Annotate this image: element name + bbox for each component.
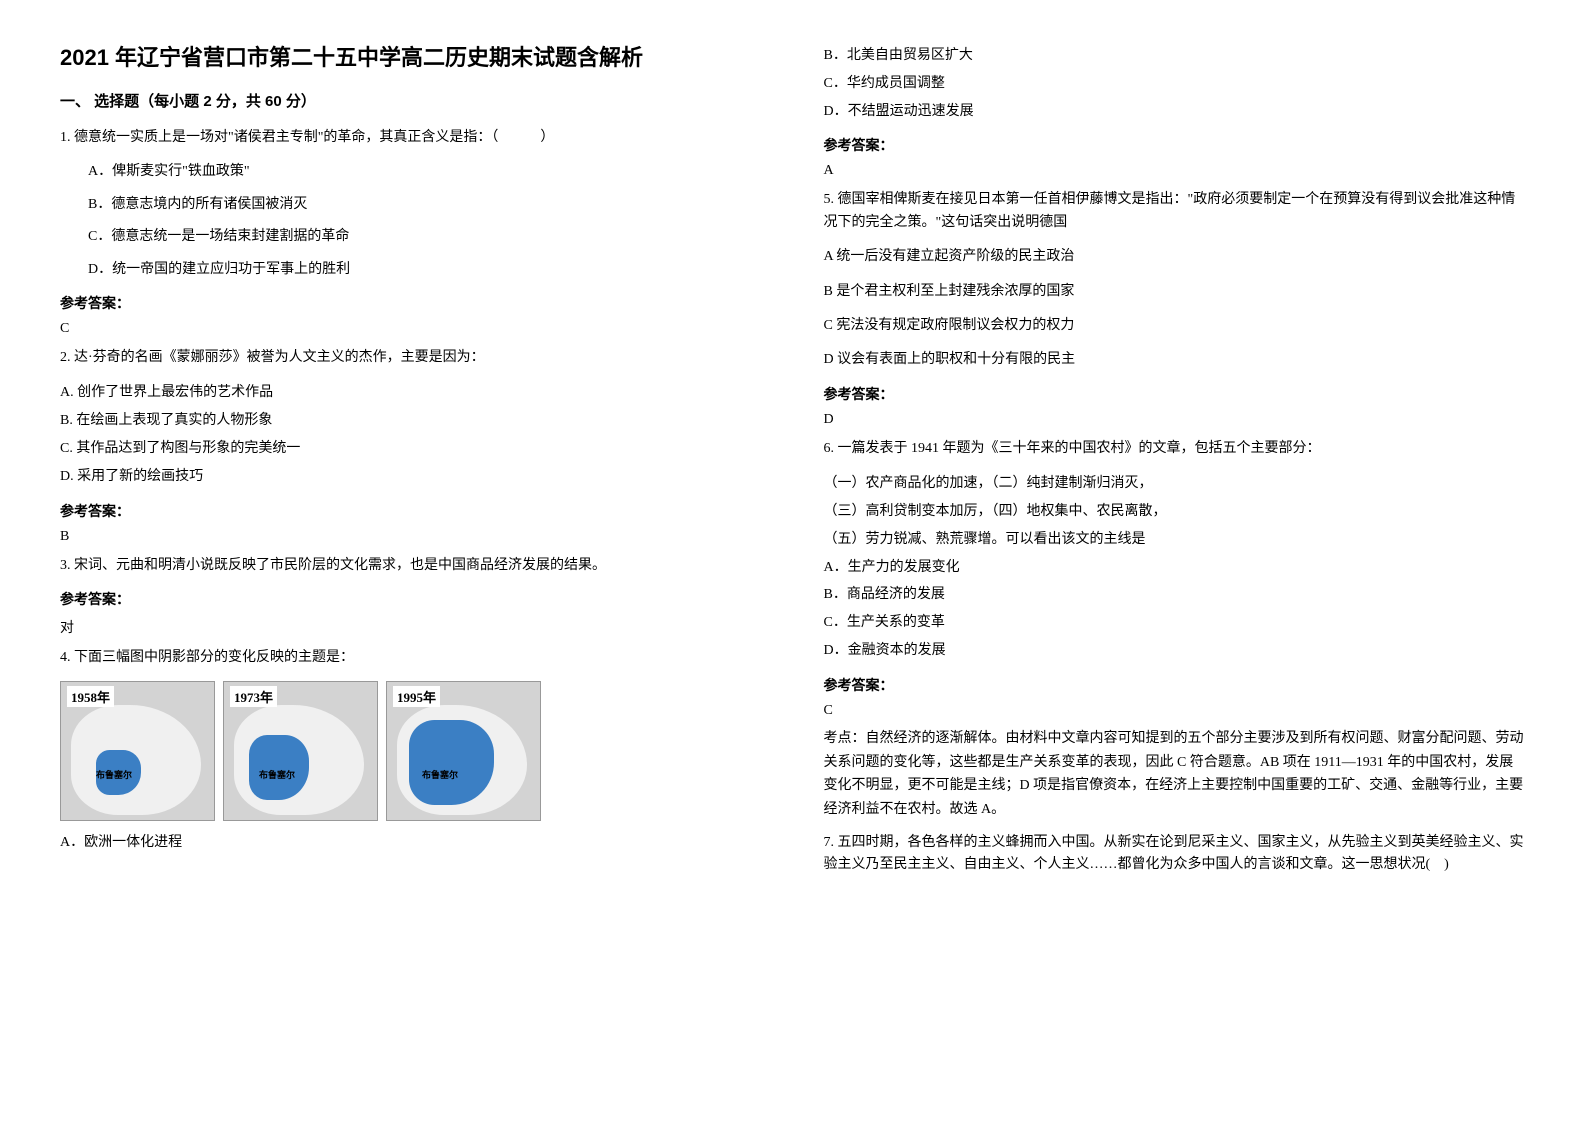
- q1-option-c: C．德意志统一是一场结束封建割据的革命: [88, 226, 764, 248]
- q4-stem: 4. 下面三幅图中阴影部分的变化反映的主题是：: [60, 647, 764, 669]
- q3-answer: 对: [60, 617, 764, 637]
- q6-answer: C: [824, 703, 1528, 719]
- q4-answer: A: [824, 163, 1528, 179]
- q4-map-1958: 1958年 布鲁塞尔: [60, 681, 215, 821]
- brussels-label: 布鲁塞尔: [259, 768, 295, 781]
- q1-stem: 1. 德意统一实质上是一场对"诸侯君主专制"的革命，其真正含义是指：（ ）: [60, 127, 764, 149]
- q5-answer-label: 参考答案：: [824, 384, 1528, 404]
- q5-option-a: A 统一后没有建立起资产阶级的民主政治: [824, 246, 1528, 268]
- q6-stem: 6. 一篇发表于 1941 年题为《三十年来的中国农村》的文章，包括五个主要部分…: [824, 438, 1528, 460]
- q4-option-a: A．欧洲一体化进程: [60, 831, 764, 855]
- left-column: 2021 年辽宁省营口市第二十五中学高二历史期末试题含解析 一、 选择题（每小题…: [60, 40, 764, 889]
- q2-option-c: C. 其作品达到了构图与形象的完美统一: [60, 437, 764, 461]
- q3-stem: 3. 宋词、元曲和明清小说既反映了市民阶层的文化需求，也是中国商品经济发展的结果…: [60, 555, 764, 577]
- q2-answer: B: [60, 529, 764, 545]
- q4-map3-content: 布鲁塞尔: [387, 700, 540, 820]
- q5-answer: D: [824, 412, 1528, 428]
- q4-map2-year: 1973年: [230, 686, 277, 707]
- q4-map-1973: 1973年 布鲁塞尔: [223, 681, 378, 821]
- q4-map1-content: 布鲁塞尔: [61, 700, 214, 820]
- q1-option-d: D．统一帝国的建立应归功于军事上的胜利: [88, 259, 764, 281]
- q2-option-a: A. 创作了世界上最宏伟的艺术作品: [60, 381, 764, 405]
- q5-option-d: D 议会有表面上的职权和十分有限的民主: [824, 349, 1528, 371]
- q3-answer-label: 参考答案：: [60, 589, 764, 609]
- q4-option-b: B．北美自由贸易区扩大: [824, 44, 1528, 68]
- q4-map-1995: 1995年 布鲁塞尔: [386, 681, 541, 821]
- page-container: 2021 年辽宁省营口市第二十五中学高二历史期末试题含解析 一、 选择题（每小题…: [60, 40, 1527, 889]
- q4-option-c: C．华约成员国调整: [824, 72, 1528, 96]
- q1-option-b: B．德意志境内的所有诸侯国被消灭: [88, 194, 764, 216]
- q6-part3: （五）劳力锐减、熟荒骤增。可以看出该文的主线是: [824, 528, 1528, 552]
- q5-stem: 5. 德国宰相俾斯麦在接见日本第一任首相伊藤博文是指出："政府必须要制定一个在预…: [824, 189, 1528, 234]
- q2-option-b: B. 在绘画上表现了真实的人物形象: [60, 409, 764, 433]
- q4-map3-year: 1995年: [393, 686, 440, 707]
- q6-option-c: C．生产关系的变革: [824, 611, 1528, 635]
- q6-part1: （一）农产商品化的加速，（二）纯封建制渐归消灭，: [824, 472, 1528, 496]
- q6-answer-label: 参考答案：: [824, 675, 1528, 695]
- q6-option-a: A．生产力的发展变化: [824, 556, 1528, 580]
- q6-option-b: B．商品经济的发展: [824, 583, 1528, 607]
- q5-option-c: C 宪法没有规定政府限制议会权力的权力: [824, 315, 1528, 337]
- q2-answer-label: 参考答案：: [60, 501, 764, 521]
- q4-option-d: D．不结盟运动迅速发展: [824, 100, 1528, 124]
- eu-region-1995: [409, 720, 494, 805]
- q6-part2: （三）高利贷制变本加厉，（四）地权集中、农民离散，: [824, 500, 1528, 524]
- brussels-label: 布鲁塞尔: [422, 768, 458, 781]
- q7-stem: 7. 五四时期，各色各样的主义蜂拥而入中国。从新实在论到尼采主义、国家主义，从先…: [824, 832, 1528, 877]
- section-1-header: 一、 选择题（每小题 2 分，共 60 分）: [60, 90, 764, 111]
- q4-maps-row: 1958年 布鲁塞尔 1973年 布鲁塞尔 1995年: [60, 681, 764, 821]
- document-title: 2021 年辽宁省营口市第二十五中学高二历史期末试题含解析: [60, 40, 764, 72]
- q4-map1-year: 1958年: [67, 686, 114, 707]
- q1-option-a: A．俾斯麦实行"铁血政策": [88, 161, 764, 183]
- q4-answer-label: 参考答案：: [824, 135, 1528, 155]
- brussels-label: 布鲁塞尔: [96, 768, 132, 781]
- q2-option-d: D. 采用了新的绘画技巧: [60, 465, 764, 489]
- q1-answer: C: [60, 321, 764, 337]
- q6-option-d: D．金融资本的发展: [824, 639, 1528, 663]
- q1-answer-label: 参考答案：: [60, 293, 764, 313]
- q4-map2-content: 布鲁塞尔: [224, 700, 377, 820]
- q5-option-b: B 是个君主权利至上封建残余浓厚的国家: [824, 281, 1528, 303]
- q6-explanation: 考点：自然经济的逐渐解体。由材料中文章内容可知提到的五个部分主要涉及到所有权问题…: [824, 727, 1528, 822]
- right-column: B．北美自由贸易区扩大 C．华约成员国调整 D．不结盟运动迅速发展 参考答案： …: [824, 40, 1528, 889]
- q2-stem: 2. 达·芬奇的名画《蒙娜丽莎》被誉为人文主义的杰作，主要是因为：: [60, 347, 764, 369]
